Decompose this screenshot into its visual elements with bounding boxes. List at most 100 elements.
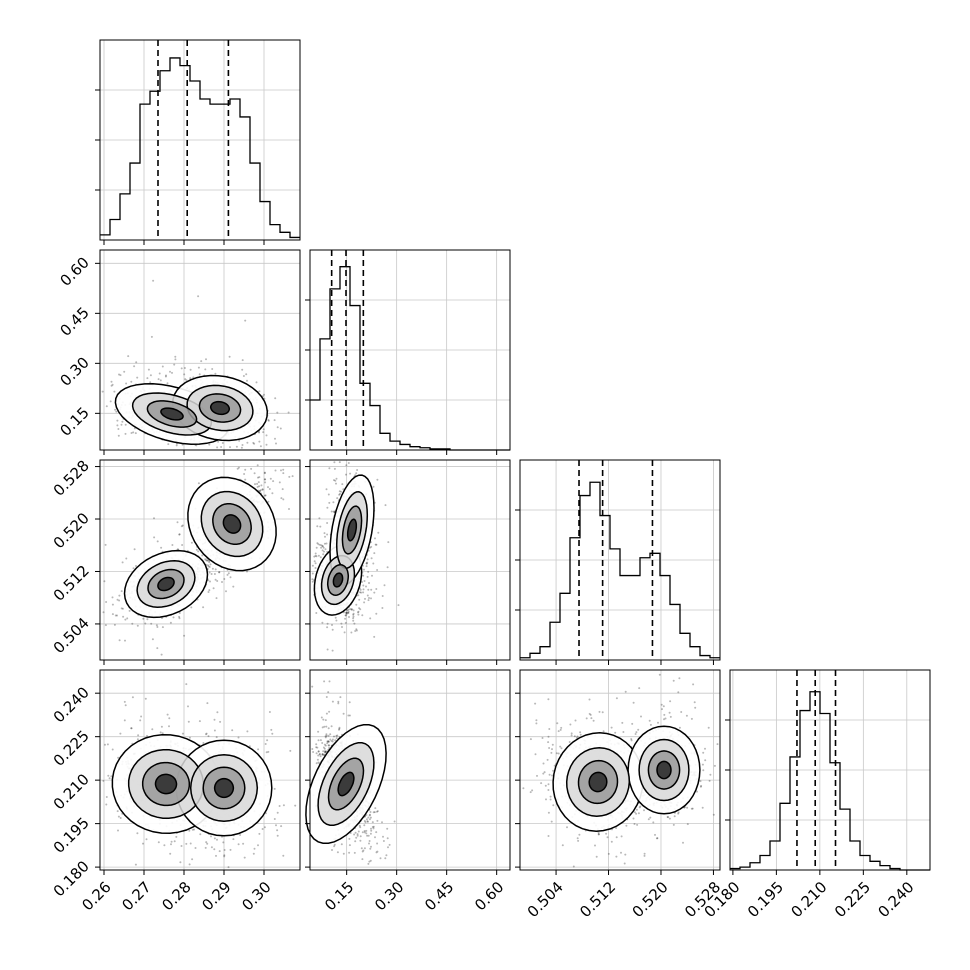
scatter-point bbox=[176, 521, 179, 524]
scatter-point bbox=[136, 738, 139, 741]
scatter-point bbox=[259, 489, 262, 492]
scatter-point bbox=[289, 749, 292, 752]
scatter-point bbox=[156, 647, 159, 650]
scatter-point bbox=[111, 383, 114, 386]
scatter-point bbox=[223, 578, 226, 580]
scatter-point bbox=[315, 612, 318, 614]
scatter-point bbox=[254, 483, 256, 486]
scatter-point bbox=[363, 580, 366, 582]
scatter-point bbox=[166, 382, 169, 385]
scatter-point bbox=[190, 541, 193, 544]
scatter-point bbox=[244, 478, 247, 481]
scatter-point bbox=[216, 711, 219, 714]
scatter-point bbox=[333, 479, 335, 482]
y-tick-label: 0.504 bbox=[50, 614, 93, 657]
scatter-point bbox=[264, 743, 267, 745]
scatter-point bbox=[161, 626, 164, 629]
scatter-point bbox=[160, 546, 163, 549]
scatter-point bbox=[361, 831, 364, 834]
scatter-point bbox=[206, 559, 209, 562]
scatter-point bbox=[187, 720, 190, 723]
scatter-point bbox=[363, 568, 365, 571]
scatter-point bbox=[387, 846, 389, 849]
scatter-point bbox=[124, 618, 127, 621]
scatter-point bbox=[114, 614, 117, 617]
scatter-point bbox=[117, 434, 120, 437]
scatter-point bbox=[246, 441, 249, 444]
density-contour bbox=[332, 572, 344, 588]
scatter-point bbox=[358, 598, 361, 601]
scatter-point bbox=[132, 567, 135, 570]
scatter-point bbox=[256, 486, 259, 488]
scatter-point bbox=[110, 380, 113, 383]
scatter-point bbox=[258, 390, 261, 393]
scatter-point bbox=[150, 622, 153, 625]
scatter-point bbox=[294, 804, 297, 807]
scatter-point bbox=[260, 484, 263, 487]
scatter-point bbox=[271, 732, 274, 735]
scatter-point bbox=[210, 835, 212, 838]
scatter-point bbox=[367, 570, 370, 573]
scatter-point bbox=[206, 702, 209, 705]
scatter-point bbox=[204, 368, 207, 371]
scatter-point bbox=[191, 828, 194, 831]
scatter-point bbox=[103, 580, 106, 583]
scatter-point bbox=[335, 477, 338, 480]
scatter-point bbox=[208, 443, 211, 446]
scatter-point bbox=[197, 295, 200, 298]
scatter-point bbox=[372, 562, 375, 565]
scatter-point bbox=[280, 825, 283, 828]
scatter-point bbox=[267, 750, 270, 753]
scatter-point bbox=[253, 442, 256, 445]
scatter-point bbox=[355, 836, 358, 839]
scatter-point bbox=[198, 373, 201, 376]
scatter-point bbox=[180, 367, 183, 370]
scatter-point bbox=[208, 571, 211, 574]
scatter-point bbox=[109, 400, 112, 403]
scatter-point bbox=[199, 833, 202, 836]
scatter-point bbox=[261, 488, 264, 491]
scatter-point bbox=[155, 624, 158, 627]
scatter-point bbox=[188, 863, 191, 866]
scatter-point bbox=[384, 504, 387, 507]
scatter-point bbox=[358, 607, 361, 610]
scatter-point bbox=[180, 845, 183, 847]
scatter-point bbox=[118, 373, 120, 376]
scatter-point bbox=[229, 848, 232, 851]
scatter-point bbox=[323, 542, 326, 545]
scatter-point bbox=[175, 835, 178, 838]
scatter-point bbox=[111, 596, 114, 599]
scatter-point bbox=[113, 623, 116, 626]
scatter-point bbox=[167, 443, 170, 446]
scatter-point bbox=[326, 626, 329, 629]
scatter-point bbox=[331, 628, 334, 631]
scatter-point bbox=[178, 533, 181, 536]
scatter-point bbox=[316, 542, 319, 545]
scatter-point bbox=[368, 840, 371, 842]
scatter-point bbox=[375, 831, 378, 834]
scatter-point bbox=[168, 717, 171, 720]
scatter-point bbox=[344, 614, 347, 617]
scatter-point bbox=[350, 631, 353, 634]
scatter-point bbox=[328, 710, 331, 713]
scatter-point bbox=[381, 821, 383, 824]
histogram-step bbox=[310, 266, 510, 451]
scatter-point bbox=[267, 486, 269, 489]
scatter-point bbox=[157, 378, 160, 381]
scatter-point bbox=[216, 838, 218, 841]
scatter-point bbox=[131, 696, 134, 699]
scatter-point bbox=[174, 355, 177, 358]
scatter-point bbox=[374, 537, 376, 540]
scatter-point bbox=[223, 854, 226, 857]
scatter-point bbox=[189, 377, 192, 380]
scatter-point bbox=[131, 622, 134, 625]
scatter-point bbox=[328, 744, 331, 747]
scatter-point bbox=[359, 588, 362, 591]
scatter-point bbox=[130, 727, 133, 730]
scatter-point bbox=[188, 829, 191, 832]
scatter-point bbox=[241, 444, 244, 446]
scatter-point bbox=[212, 587, 215, 590]
scatter-point bbox=[104, 624, 107, 627]
scatter-point bbox=[371, 574, 373, 577]
